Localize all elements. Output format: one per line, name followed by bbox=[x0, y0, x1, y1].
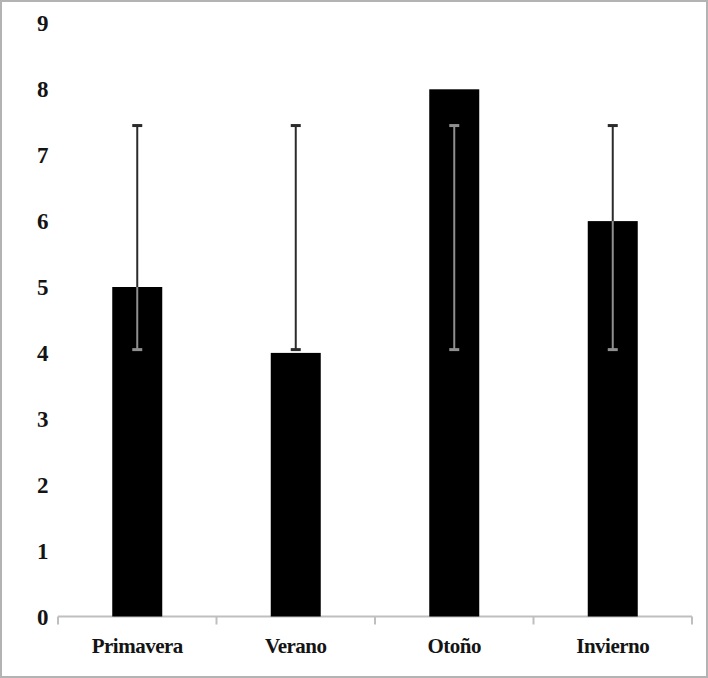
y-tick-label-3: 3 bbox=[37, 407, 48, 432]
bar-verano bbox=[271, 353, 321, 617]
y-tick-label-6: 6 bbox=[37, 209, 48, 234]
y-tick-label-4: 4 bbox=[37, 341, 49, 366]
y-tick-label-2: 2 bbox=[37, 473, 48, 498]
x-category-label-otono: Otoño bbox=[427, 634, 481, 658]
error-bar-cap-top-primavera bbox=[132, 124, 142, 127]
x-category-label-verano: Verano bbox=[265, 634, 327, 658]
y-tick-label-8: 8 bbox=[37, 77, 48, 102]
bar-chart-riqueza-especies: 0 1 2 3 4 5 6 7 8 9 Primavera Verano Otoño Invierno bbox=[2, 2, 706, 676]
figure-page: 0 1 2 3 4 5 6 7 8 9 Primavera Verano Otoño Invierno bbox=[0, 0, 708, 678]
y-tick-label-5: 5 bbox=[37, 275, 48, 300]
y-tick-label-7: 7 bbox=[37, 143, 48, 168]
error-bar-cap-bottom-verano bbox=[291, 348, 301, 351]
x-category-label-invierno: Invierno bbox=[576, 634, 649, 658]
error-bar-cap-bottom-invierno bbox=[608, 348, 618, 351]
error-bar-cap-top-verano bbox=[291, 124, 301, 127]
error-bar-cap-top-otono bbox=[449, 124, 459, 127]
y-tick-label-9: 9 bbox=[37, 11, 48, 36]
y-tick-label-0: 0 bbox=[37, 605, 48, 630]
x-category-label-primavera: Primavera bbox=[92, 634, 184, 658]
y-tick-label-1: 1 bbox=[37, 539, 48, 564]
error-bar-cap-bottom-primavera bbox=[132, 348, 142, 351]
error-bar-cap-top-invierno bbox=[608, 124, 618, 127]
error-bar-cap-bottom-otono bbox=[449, 348, 459, 351]
